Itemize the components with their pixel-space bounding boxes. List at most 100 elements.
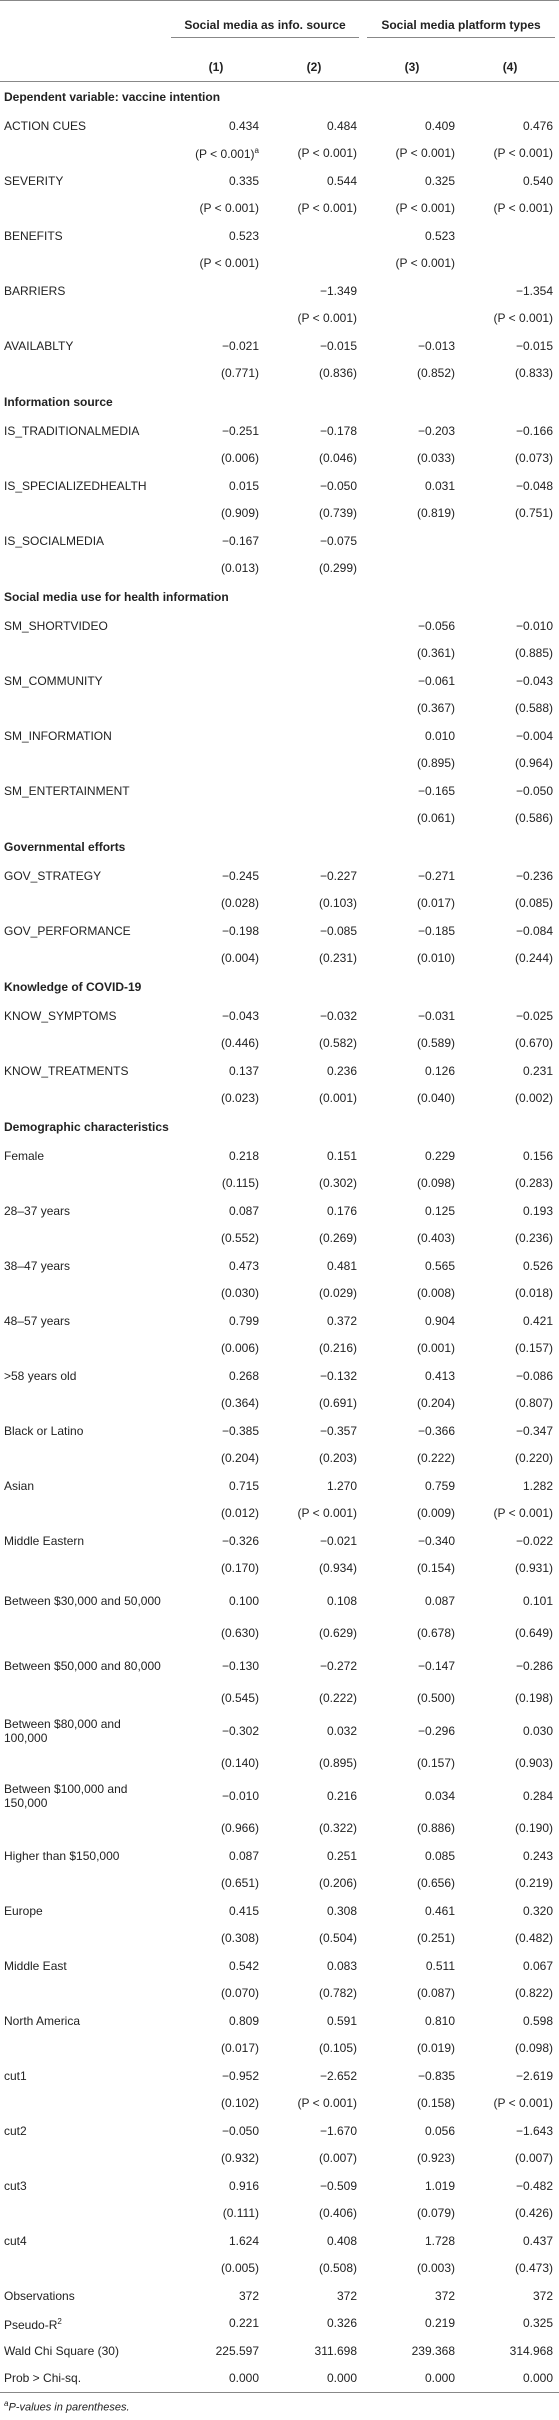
p-cell: (0.157) — [461, 1335, 559, 1363]
p-row: (0.651) (0.206) (0.656) (0.219) — [0, 1870, 559, 1898]
p-cell: (0.007) — [461, 2145, 559, 2173]
coef-cell: 0.799 — [228, 1313, 259, 1328]
p-value: (P < 0.001) — [297, 2096, 358, 2111]
coef-cell: 0.408 — [326, 2233, 358, 2248]
stat-value: 0.000 — [265, 2364, 364, 2393]
coef-cell: −0.132 — [319, 1368, 358, 1383]
coef-cell: 0.229 — [424, 1148, 456, 1163]
coef-cell: 0.759 — [424, 1478, 456, 1493]
p-cell: (0.098) — [461, 2035, 559, 2063]
p-value: (0.085) — [515, 896, 554, 911]
coef-cell: −1.670 — [319, 2123, 358, 2138]
p-cell: (0.098) — [363, 1170, 461, 1198]
coef-row: IS_SPECIALIZEDHEALTH 0.015 −0.050 0.031 −0.0… — [0, 472, 559, 500]
p-cell: (0.017) — [363, 890, 461, 918]
coef-cell — [265, 612, 363, 640]
row-label: AVAILABLTY — [4, 338, 74, 353]
p-cell: (0.691) — [265, 1390, 363, 1418]
p-value: (0.504) — [318, 1931, 358, 1946]
coef-cell: −0.302 — [221, 1723, 259, 1738]
p-value: (0.299) — [318, 561, 358, 576]
p-value: (0.007) — [318, 2151, 358, 2166]
p-row: (0.005) (0.508) (0.003) (0.473) — [0, 2255, 559, 2283]
row-label: Middle East — [4, 1958, 67, 1973]
p-value: (0.678) — [416, 1626, 456, 1641]
p-cell — [265, 695, 363, 723]
section-title: Knowledge of COVID-19 — [4, 980, 142, 994]
row-label: ACTION CUES — [4, 118, 87, 133]
p-cell: (0.819) — [363, 500, 461, 528]
empty-label — [0, 360, 167, 388]
coef-cell: 0.156 — [523, 1148, 554, 1163]
coef-cell: 0.056 — [424, 2123, 456, 2138]
stat-label-text: Wald Chi Square (30) — [4, 2343, 119, 2358]
coef-cell: 0.218 — [228, 1148, 259, 1163]
p-value: (0.508) — [318, 2261, 358, 2276]
p-cell: (0.013) — [167, 555, 265, 583]
coef-cell: 0.015 — [228, 478, 259, 493]
p-cell: (0.002) — [461, 1085, 559, 1113]
column-label: (2) — [265, 53, 364, 82]
p-value: (P < 0.001) — [199, 201, 259, 216]
p-value: (0.220) — [515, 1451, 554, 1466]
p-cell — [265, 640, 363, 668]
stat-row: Wald Chi Square (30) 225.597 311.698 239.36… — [0, 2337, 559, 2365]
coef-cell: 0.010 — [424, 728, 456, 743]
coef-row: SM_SHORTVIDEO −0.056 −0.010 — [0, 612, 559, 640]
p-cell: (0.001) — [363, 1335, 461, 1363]
empty-label — [0, 1085, 167, 1113]
coef-cell: −0.031 — [417, 1008, 456, 1023]
coef-row: KNOW_SYMPTOMS −0.043 −0.032 −0.031 −0.025 — [0, 1002, 559, 1030]
coef-cell: 0.193 — [523, 1203, 554, 1218]
p-value: (P < 0.001) — [395, 256, 456, 271]
stat-label-text: Prob > Chi-sq. — [4, 2371, 82, 2386]
coef-cell: 0.320 — [523, 1903, 554, 1918]
coef-row: AVAILABLTY −0.021 −0.015 −0.013 −0.015 — [0, 332, 559, 360]
p-value: (0.158) — [416, 2096, 456, 2111]
group-header-row: Social media as info. source Social medi… — [0, 0, 559, 53]
coef-cell: −0.245 — [221, 868, 259, 883]
empty-label — [0, 1620, 167, 1648]
column-row: (1) (2) (3) (4) — [0, 53, 559, 82]
p-value: (0.005) — [220, 2261, 259, 2276]
p-cell — [265, 805, 363, 833]
coef-cell: 0.415 — [228, 1903, 259, 1918]
coef-cell: −0.021 — [221, 338, 259, 353]
p-cell: (0.157) — [363, 1750, 461, 1778]
row-label: SM_ENTERTAINMENT — [4, 783, 130, 798]
p-value: (P < 0.001) — [395, 146, 456, 161]
p-cell: (0.406) — [265, 2200, 363, 2228]
coef-cell — [167, 777, 265, 805]
p-value: (0.552) — [220, 1231, 259, 1246]
empty-label — [0, 195, 167, 223]
coef-cell: −0.015 — [515, 338, 554, 353]
p-value: (0.361) — [416, 646, 456, 661]
p-cell: (0.771) — [167, 360, 265, 388]
empty-label — [0, 1980, 167, 2008]
p-value: (0.219) — [515, 1876, 554, 1891]
group-header: Social media platform types — [363, 0, 559, 53]
p-value: (0.819) — [416, 506, 456, 521]
p-cell: (0.504) — [265, 1925, 363, 1953]
empty-label — [0, 640, 167, 668]
coef-row: cut4 1.624 0.408 1.728 0.437 — [0, 2227, 559, 2255]
p-value: (0.030) — [220, 1286, 259, 1301]
p-value: (P < 0.001) — [297, 1506, 358, 1521]
coef-row: IS_TRADITIONALMEDIA −0.251 −0.178 −0.203 −0.… — [0, 417, 559, 445]
p-row: (0.446) (0.582) (0.589) (0.670) — [0, 1030, 559, 1058]
p-value: (0.629) — [318, 1626, 358, 1641]
p-value: (0.771) — [220, 366, 259, 381]
p-value: (0.651) — [220, 1876, 259, 1891]
p-value: (0.739) — [318, 506, 358, 521]
row-label: GOV_PERFORMANCE — [4, 923, 131, 938]
p-value: (0.070) — [220, 1986, 259, 2001]
p-row: (0.070) (0.782) (0.087) (0.822) — [0, 1980, 559, 2008]
p-value: (0.500) — [416, 1691, 456, 1706]
p-cell: (0.895) — [265, 1750, 363, 1778]
coef-cell: −0.366 — [417, 1423, 456, 1438]
p-cell: (0.931) — [461, 1555, 559, 1583]
p-cell: (0.678) — [363, 1620, 461, 1648]
stat-value: 0.221 — [228, 2316, 259, 2331]
empty-label — [0, 1390, 167, 1418]
